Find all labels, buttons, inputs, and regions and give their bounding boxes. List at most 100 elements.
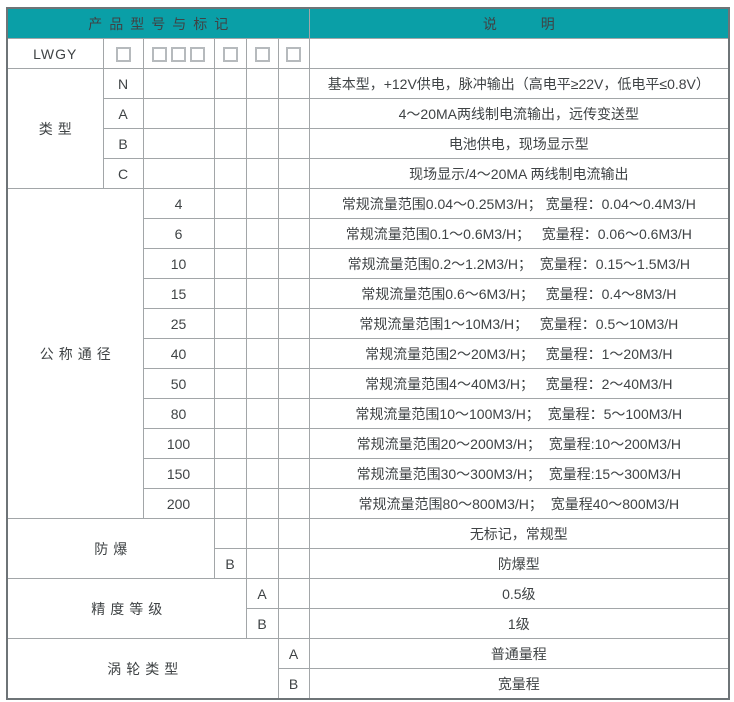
empty-cell bbox=[213, 128, 247, 159]
empty-cell bbox=[277, 368, 310, 399]
table-row: B 防爆型 bbox=[7, 548, 730, 579]
empty-cell bbox=[277, 428, 310, 459]
description-cell: 常规流量范围2～20M3/H； 宽量程：1～20M3/H bbox=[308, 338, 730, 369]
description-cell: 防爆型 bbox=[308, 548, 730, 579]
empty-cell bbox=[245, 158, 279, 189]
description-cell: 常规流量范围1～10M3/H； 宽量程：0.5～10M3/H bbox=[308, 308, 730, 339]
empty-cell bbox=[142, 98, 215, 129]
table-row: 涡轮类型 A 普通量程 bbox=[6, 638, 730, 700]
empty-cell bbox=[245, 98, 279, 129]
code-cell: N bbox=[102, 68, 144, 99]
empty-cell bbox=[277, 68, 310, 99]
table-row: 200 常规流量范围80～800M3/H； 宽量程40～800M3/H bbox=[7, 488, 730, 519]
empty-cell bbox=[245, 308, 279, 339]
table-row: 类型 N 基本型，+12V供电，脉冲输出（高电平≥22V，低电平≤0.8V） bbox=[6, 68, 730, 189]
description-cell: 常规流量范围80～800M3/H； 宽量程40～800M3/H bbox=[308, 488, 730, 519]
empty-cell bbox=[142, 128, 215, 159]
table-row: 15 常规流量范围0.6～6M3/H； 宽量程：0.4～8M3/H bbox=[7, 278, 730, 309]
empty-cell bbox=[277, 98, 310, 129]
model-code-cell bbox=[142, 38, 215, 69]
empty-cell bbox=[277, 188, 310, 219]
table-row: 10 常规流量范围0.2～1.2M3/H； 宽量程：0.15～1.5M3/H bbox=[7, 248, 730, 279]
empty-cell bbox=[245, 278, 279, 309]
description-cell: 常规流量范围30～300M3/H； 宽量程:15～300M3/H bbox=[308, 458, 730, 489]
section-label-accuracy: 精度等级 bbox=[6, 578, 247, 639]
model-code-cell bbox=[102, 38, 144, 69]
model-code-box-icon bbox=[286, 46, 302, 62]
empty-cell bbox=[277, 398, 310, 429]
model-spec-table: 产品型号与标记 说明 LWGY 类型 N 基本型，+12V供电，脉冲输出（高电平… bbox=[6, 7, 731, 700]
empty-cell bbox=[142, 158, 215, 189]
description-cell: 普通量程 bbox=[308, 638, 730, 669]
model-code-box-icon bbox=[115, 46, 131, 62]
empty-cell bbox=[277, 518, 310, 549]
empty-cell bbox=[245, 428, 279, 459]
section-label-explosion-proof: 防爆 bbox=[6, 518, 215, 579]
code-cell: 150 bbox=[142, 458, 215, 489]
empty-cell bbox=[277, 218, 310, 249]
table-row: B 1级 bbox=[7, 608, 730, 639]
table-header-row: 产品型号与标记 说明 bbox=[6, 7, 730, 39]
table-row: B 电池供电，现场显示型 bbox=[7, 128, 730, 159]
table-row: 150 常规流量范围30～300M3/H； 宽量程:15～300M3/H bbox=[7, 458, 730, 489]
description-cell: 常规流量范围4～40M3/H； 宽量程：2～40M3/H bbox=[308, 368, 730, 399]
empty-cell bbox=[245, 68, 279, 99]
empty-cell bbox=[245, 458, 279, 489]
description-cell: 0.5级 bbox=[308, 578, 730, 609]
empty-cell bbox=[277, 278, 310, 309]
table-row: 6 常规流量范围0.1～0.6M3/H； 宽量程：0.06～0.6M3/H bbox=[7, 218, 730, 249]
code-cell: 50 bbox=[142, 368, 215, 399]
code-cell: 100 bbox=[142, 428, 215, 459]
description-cell: 电池供电，现场显示型 bbox=[308, 128, 730, 159]
empty-cell bbox=[245, 548, 279, 579]
model-code-box-icon bbox=[190, 46, 205, 62]
code-cell: B bbox=[245, 608, 279, 639]
description-cell: 4～20MA两线制电流输出，远传变送型 bbox=[308, 98, 730, 129]
empty-cell bbox=[245, 248, 279, 279]
table-row: 公称通径 4 常规流量范围0.04～0.25M3/H； 宽量程：0.04～0.4… bbox=[6, 188, 730, 519]
code-cell: 15 bbox=[142, 278, 215, 309]
empty-cell bbox=[213, 458, 247, 489]
empty-cell bbox=[277, 248, 310, 279]
model-code-cell bbox=[277, 38, 310, 69]
code-cell: 80 bbox=[142, 398, 215, 429]
empty-cell bbox=[213, 398, 247, 429]
empty-cell bbox=[213, 488, 247, 519]
code-cell: B bbox=[277, 668, 310, 700]
description-cell: 宽量程 bbox=[308, 668, 730, 700]
section-label-type: 类型 bbox=[6, 68, 104, 189]
description-cell: 常规流量范围0.2～1.2M3/H； 宽量程：0.15～1.5M3/H bbox=[308, 248, 730, 279]
empty-cell bbox=[277, 578, 310, 609]
code-cell: B bbox=[102, 128, 144, 159]
description-cell: 常规流量范围10～100M3/H； 宽量程：5～100M3/H bbox=[308, 398, 730, 429]
model-prefix: LWGY bbox=[6, 38, 104, 69]
code-cell: 10 bbox=[142, 248, 215, 279]
table-row: A 4～20MA两线制电流输出，远传变送型 bbox=[7, 98, 730, 129]
empty-cell bbox=[277, 128, 310, 159]
empty-cell bbox=[308, 38, 730, 69]
empty-cell bbox=[213, 188, 247, 219]
code-cell: C bbox=[102, 158, 144, 189]
empty-cell bbox=[245, 518, 279, 549]
code-cell: 4 bbox=[142, 188, 215, 219]
code-cell: 200 bbox=[142, 488, 215, 519]
empty-cell bbox=[245, 128, 279, 159]
model-code-box-icon bbox=[171, 46, 186, 62]
code-cell: A bbox=[245, 578, 279, 609]
code-cell: 6 bbox=[142, 218, 215, 249]
empty-cell bbox=[213, 368, 247, 399]
code-cell: A bbox=[277, 638, 310, 669]
model-code-box-icon bbox=[254, 46, 270, 62]
table-row: 40 常规流量范围2～20M3/H； 宽量程：1～20M3/H bbox=[7, 338, 730, 369]
empty-cell bbox=[277, 308, 310, 339]
description-cell: 现场显示/4～20MA 两线制电流输出 bbox=[308, 158, 730, 189]
description-cell: 常规流量范围20～200M3/H； 宽量程:10～200M3/H bbox=[308, 428, 730, 459]
description-cell: 1级 bbox=[308, 608, 730, 639]
table-row: 防爆 无标记，常规型 bbox=[6, 518, 730, 579]
empty-cell bbox=[277, 338, 310, 369]
description-cell: 常规流量范围0.6～6M3/H； 宽量程：0.4～8M3/H bbox=[308, 278, 730, 309]
empty-cell bbox=[245, 188, 279, 219]
empty-cell bbox=[213, 218, 247, 249]
model-code-cell bbox=[245, 38, 279, 69]
